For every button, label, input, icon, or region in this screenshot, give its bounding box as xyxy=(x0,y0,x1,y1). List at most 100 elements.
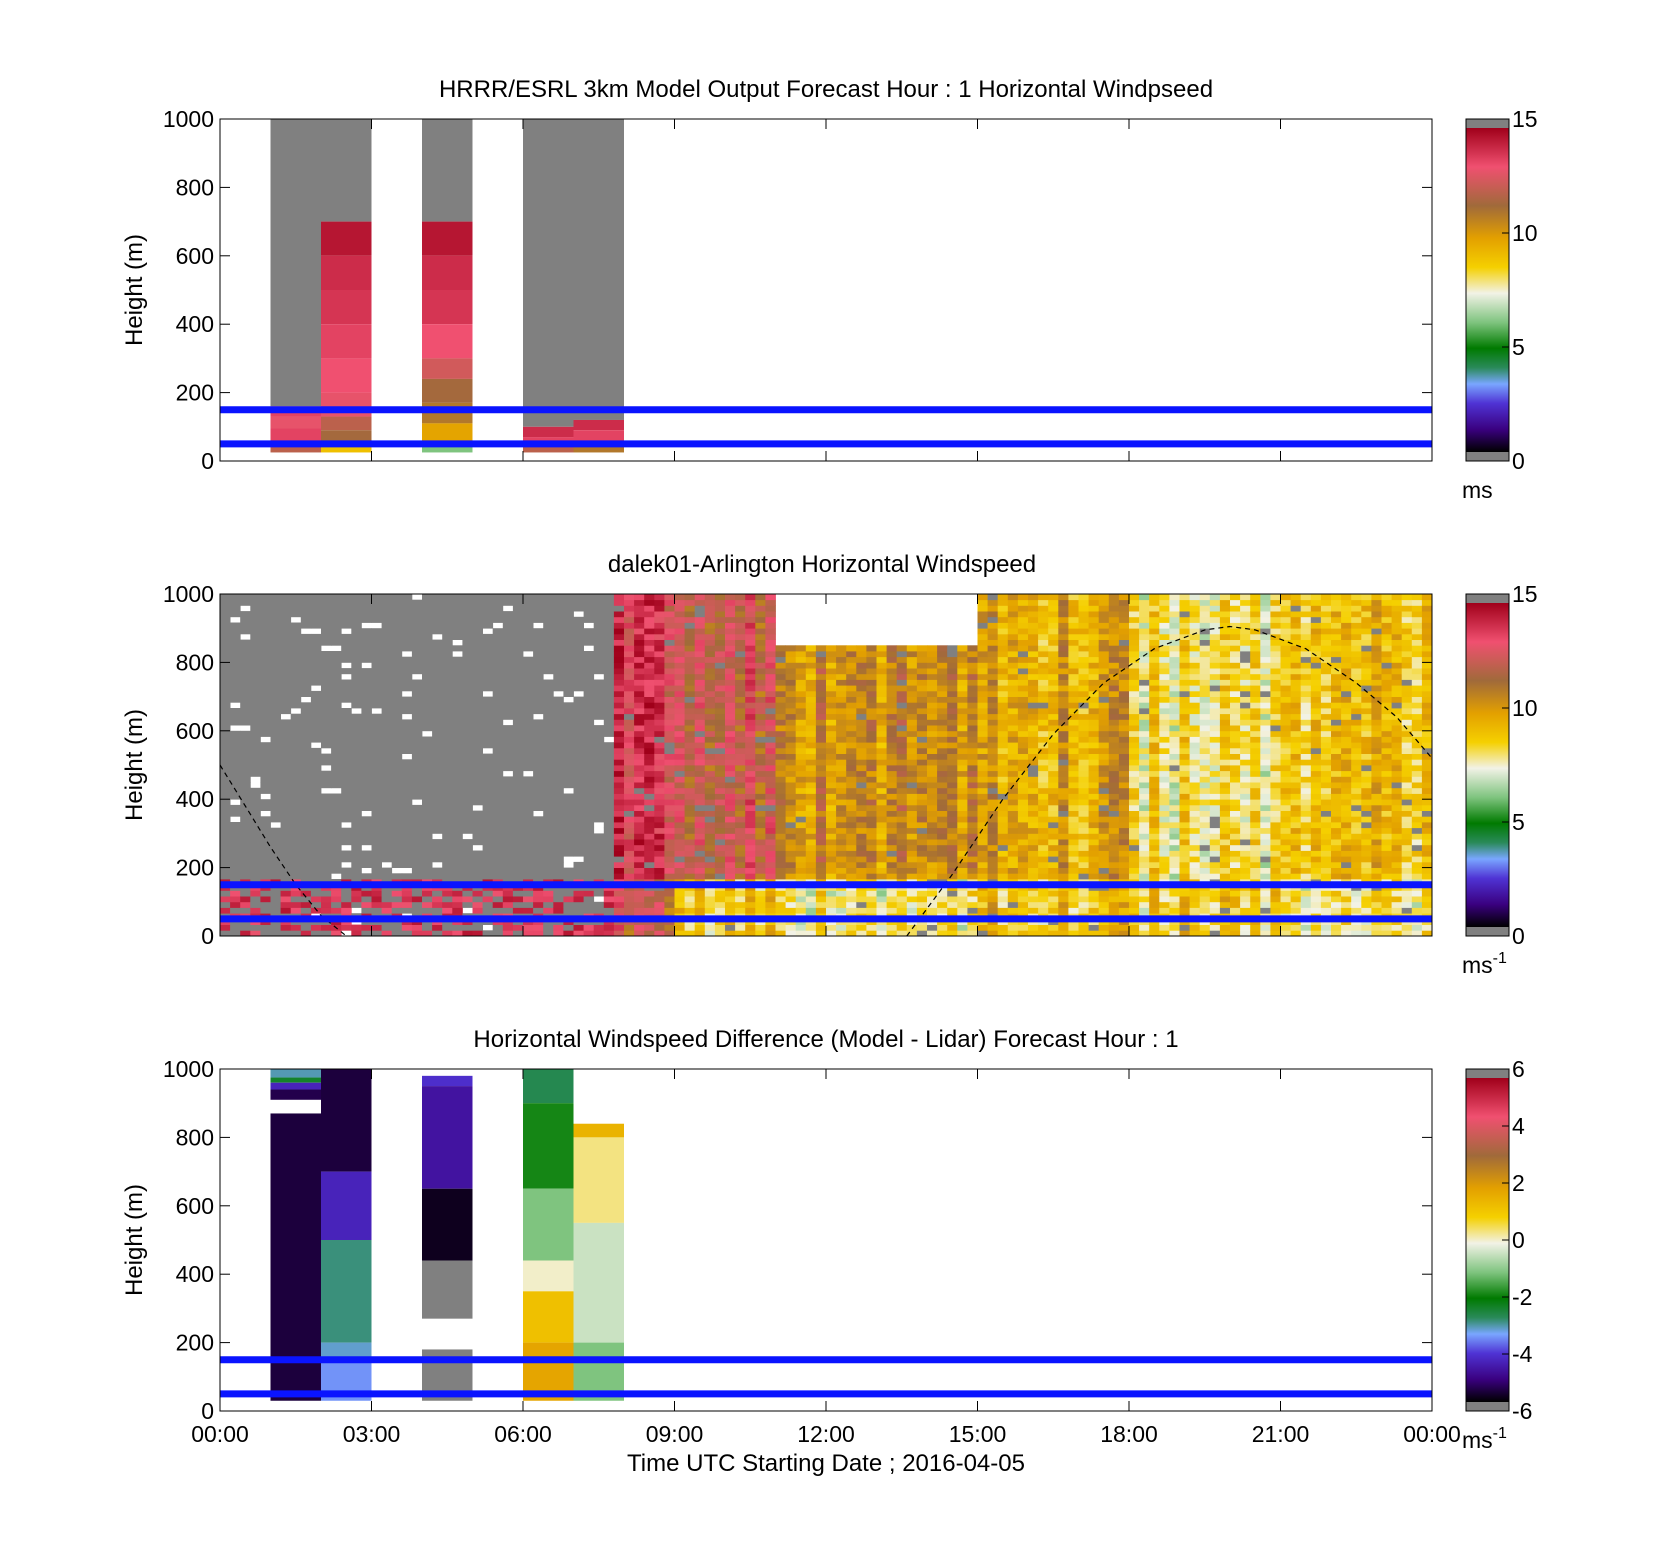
heatmap-cell xyxy=(1048,622,1059,629)
heatmap-cell xyxy=(704,725,716,732)
heatmap-cell xyxy=(694,844,706,851)
heatmap-cell xyxy=(704,713,716,720)
heatmap-cell xyxy=(310,776,322,783)
heatmap-cell xyxy=(553,907,564,914)
heatmap-cell xyxy=(654,594,665,601)
heatmap-cell xyxy=(553,930,564,936)
heatmap-cell xyxy=(240,662,251,669)
heatmap-cell xyxy=(1038,776,1049,783)
heatmap-cell xyxy=(1058,810,1069,817)
heatmap-cell xyxy=(583,605,595,612)
heatmap-cell xyxy=(866,713,877,720)
heatmap-cell xyxy=(735,867,746,874)
heatmap-cell xyxy=(401,856,413,863)
heatmap-cell xyxy=(704,633,716,640)
heatmap-cell xyxy=(1078,776,1089,783)
heatmap-cell xyxy=(725,907,736,914)
heatmap-cell xyxy=(472,628,483,635)
heatmap-cell xyxy=(714,822,726,829)
heatmap-cell xyxy=(1007,719,1019,726)
heatmap-cell xyxy=(361,816,372,823)
heatmap-cell xyxy=(290,594,302,601)
heatmap-cell xyxy=(310,804,322,811)
heatmap-cell xyxy=(381,713,393,720)
heatmap-cell xyxy=(472,696,483,703)
heatmap-cell xyxy=(422,645,433,652)
heatmap-cell xyxy=(523,747,534,754)
heatmap-cell xyxy=(634,633,645,640)
heatmap-cell xyxy=(795,890,807,897)
heatmap-cell xyxy=(826,873,837,880)
heatmap-cell xyxy=(815,907,827,914)
heatmap-cell xyxy=(927,753,938,760)
heatmap-cell xyxy=(270,901,281,908)
heatmap-cell xyxy=(603,867,615,874)
heatmap-cell xyxy=(987,668,999,675)
heatmap-cell xyxy=(411,782,423,789)
heatmap-cell xyxy=(321,290,372,325)
heatmap-cell xyxy=(927,907,938,914)
heatmap-cell xyxy=(937,793,948,800)
heatmap-cell xyxy=(361,673,372,680)
heatmap-cell xyxy=(634,776,645,783)
heatmap-cell xyxy=(341,850,352,857)
heatmap-cell xyxy=(815,765,827,772)
heatmap-cell xyxy=(1017,736,1029,743)
heatmap-cell xyxy=(704,804,716,811)
heatmap-cell xyxy=(674,822,685,829)
heatmap-cell xyxy=(997,696,1009,703)
heatmap-cell xyxy=(714,850,726,857)
heatmap-cell xyxy=(411,611,423,618)
heatmap-cell xyxy=(714,719,726,726)
heatmap-cell xyxy=(997,844,1009,851)
heatmap-cell xyxy=(583,844,595,851)
heatmap-cell xyxy=(331,622,342,629)
heatmap-cell xyxy=(401,605,413,612)
heatmap-cell xyxy=(220,605,231,612)
heatmap-cell xyxy=(381,839,393,846)
heatmap-cell xyxy=(523,702,534,709)
heatmap-cell xyxy=(502,799,514,806)
heatmap-cell xyxy=(644,702,655,709)
heatmap-cell xyxy=(634,679,645,686)
heatmap-cell xyxy=(310,810,322,817)
heatmap-cell xyxy=(866,799,877,806)
heatmap-cell xyxy=(613,896,625,903)
heatmap-cell xyxy=(270,782,281,789)
heatmap-cell xyxy=(512,628,524,635)
heatmap-cell xyxy=(563,605,574,612)
heatmap-cell xyxy=(573,873,584,880)
heatmap-cell xyxy=(250,822,261,829)
heatmap-cell xyxy=(977,725,988,732)
heatmap-cell xyxy=(987,616,999,623)
heatmap-cell xyxy=(593,850,605,857)
heatmap-cell xyxy=(1048,719,1059,726)
heatmap-cell xyxy=(886,696,898,703)
heatmap-cell xyxy=(1017,799,1029,806)
heatmap-cell xyxy=(492,645,504,652)
heatmap-cell xyxy=(927,810,938,817)
heatmap-cell xyxy=(704,759,716,766)
heatmap-cell xyxy=(321,901,332,908)
heatmap-cell xyxy=(573,759,584,766)
heatmap-cell xyxy=(472,616,483,623)
heatmap-cell xyxy=(826,901,837,908)
heatmap-cell xyxy=(230,867,241,874)
heatmap-cell xyxy=(1038,896,1049,903)
heatmap-cell xyxy=(603,656,615,663)
heatmap-cell xyxy=(523,673,534,680)
heatmap-cell xyxy=(684,867,696,874)
heatmap-cell xyxy=(1007,787,1019,794)
heatmap-cell xyxy=(280,651,292,658)
heatmap-cell xyxy=(795,696,807,703)
heatmap-cell xyxy=(644,770,655,777)
heatmap-cell xyxy=(1058,690,1069,697)
heatmap-cell xyxy=(1017,673,1029,680)
heatmap-cell xyxy=(563,833,574,840)
heatmap-cell xyxy=(270,930,281,936)
heatmap-cell xyxy=(523,426,574,438)
heatmap-cell xyxy=(957,867,968,874)
heatmap-cell xyxy=(795,839,807,846)
heatmap-cell xyxy=(230,611,241,618)
heatmap-cell xyxy=(593,708,605,715)
